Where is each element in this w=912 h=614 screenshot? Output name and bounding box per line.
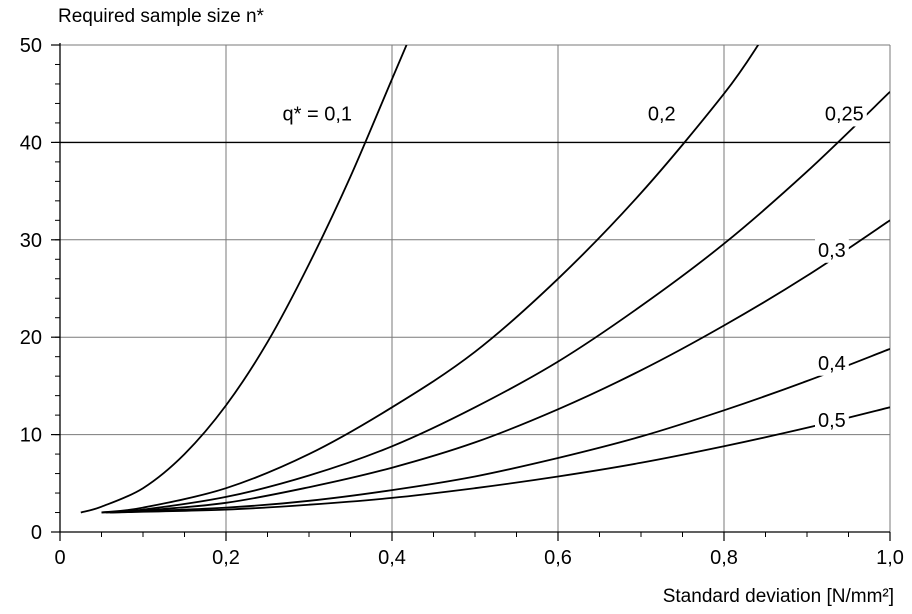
x-tick-label: 0,4 xyxy=(378,547,406,569)
curve-labels: q* = 0,1 0,2 0,25 0,3 0,4 0,5 xyxy=(280,102,867,433)
curve-label-0: q* = 0,1 xyxy=(283,103,353,125)
x-tick-label: 0,8 xyxy=(710,547,738,569)
x-tick-label: 0,6 xyxy=(544,547,572,569)
x-tick-label: 1,0 xyxy=(876,547,904,569)
curve-line-2 xyxy=(102,92,891,513)
y-tick-label: 20 xyxy=(20,327,42,349)
curve-label-1: 0,2 xyxy=(648,103,676,125)
curve-label-4: 0,4 xyxy=(818,353,846,375)
y-tick-label: 50 xyxy=(20,35,42,57)
y-tick-label: 30 xyxy=(20,230,42,252)
y-tick-label: 10 xyxy=(20,425,42,447)
x-tick-label: 0 xyxy=(54,547,65,569)
curve-line-0 xyxy=(81,40,409,512)
grid xyxy=(60,45,890,532)
y-tick-label: 0 xyxy=(31,522,42,544)
curve-label-3: 0,3 xyxy=(818,240,846,262)
ticks: 0 0,2 0,4 0,6 0,8 1,0 0 10 20 30 40 50 xyxy=(20,35,904,569)
curve-label-2: 0,25 xyxy=(825,103,864,125)
curve-line-3 xyxy=(106,220,890,512)
axes xyxy=(60,43,890,532)
x-tick-label: 0,2 xyxy=(212,547,240,569)
curves xyxy=(81,40,890,512)
curve-label-5: 0,5 xyxy=(818,410,846,432)
y-tick-label: 40 xyxy=(20,132,42,154)
